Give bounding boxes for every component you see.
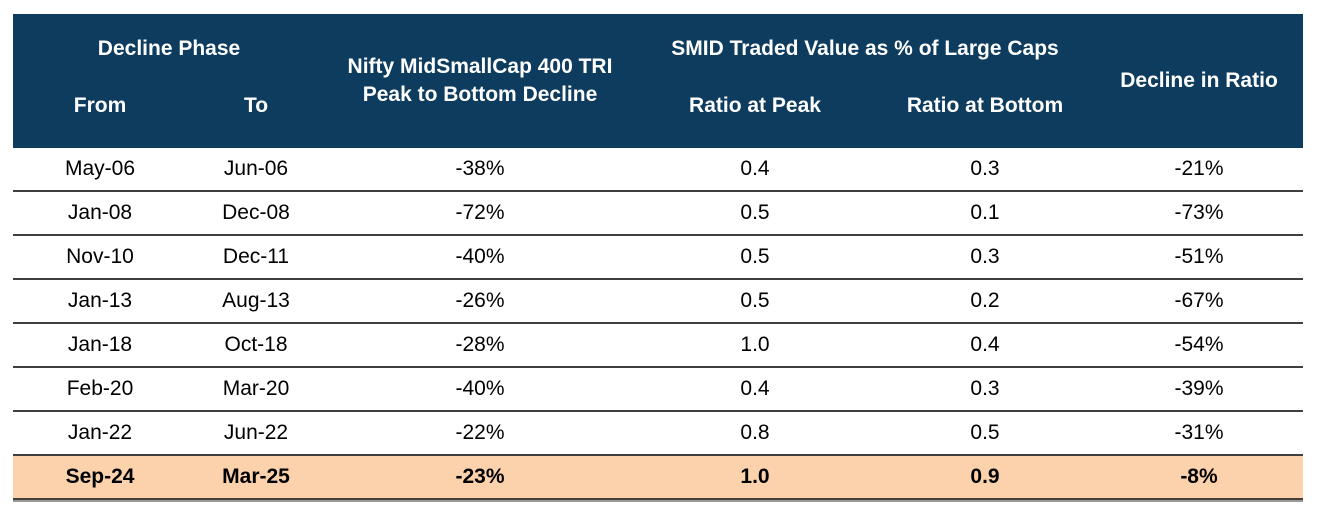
decline-phase-table: Decline Phase Nifty MidSmallCap 400 TRI …	[13, 14, 1303, 500]
cell-decline-in-ratio: -51%	[1095, 235, 1303, 280]
cell-ratio-bottom: 0.4	[875, 323, 1095, 368]
cell-decline-in-ratio: -73%	[1095, 191, 1303, 236]
cell-from: Jan-08	[13, 191, 187, 236]
cell-decline-in-ratio: -39%	[1095, 367, 1303, 412]
cell-ratio-peak: 0.4	[635, 148, 875, 192]
cell-ratio-peak: 0.4	[635, 367, 875, 412]
cell-decline: -23%	[325, 455, 635, 500]
cell-to: Mar-20	[187, 367, 325, 412]
cell-to: Dec-11	[187, 235, 325, 280]
cell-ratio-bottom: 0.2	[875, 279, 1095, 324]
header-sub-row: From To Ratio at Peak Ratio at Bottom	[13, 84, 1303, 148]
cell-decline-in-ratio: -21%	[1095, 148, 1303, 192]
header-smid-traded-value: SMID Traded Value as % of Large Caps	[635, 14, 1095, 84]
cell-decline-in-ratio: -31%	[1095, 411, 1303, 456]
header-from: From	[13, 84, 187, 148]
cell-ratio-bottom: 0.3	[875, 235, 1095, 280]
cell-decline: -26%	[325, 279, 635, 324]
cell-decline: -72%	[325, 191, 635, 236]
header-ratio-at-bottom: Ratio at Bottom	[875, 84, 1095, 148]
table-row: Nov-10 Dec-11 -40% 0.5 0.3 -51%	[13, 235, 1303, 280]
table-row: May-06 Jun-06 -38% 0.4 0.3 -21%	[13, 148, 1303, 192]
header-nifty-line1: Nifty MidSmallCap 400 TRI	[347, 54, 613, 78]
cell-from: Nov-10	[13, 235, 187, 280]
cell-from: Jan-22	[13, 411, 187, 456]
table-row: Jan-13 Aug-13 -26% 0.5 0.2 -67%	[13, 279, 1303, 324]
cell-decline: -28%	[325, 323, 635, 368]
decline-phase-table-container: Decline Phase Nifty MidSmallCap 400 TRI …	[13, 14, 1303, 502]
cell-to: Jun-22	[187, 411, 325, 456]
table-row: Jan-18 Oct-18 -28% 1.0 0.4 -54%	[13, 323, 1303, 368]
table-row-highlighted: Sep-24 Mar-25 -23% 1.0 0.9 -8%	[13, 455, 1303, 500]
cell-from: Feb-20	[13, 367, 187, 412]
header-nifty-midsmallcap-decline: Nifty MidSmallCap 400 TRI Peak to Bottom…	[325, 14, 635, 148]
header-decline-phase: Decline Phase	[13, 14, 325, 84]
cell-from: Sep-24	[13, 455, 187, 500]
cell-ratio-bottom: 0.3	[875, 148, 1095, 192]
cell-ratio-bottom: 0.5	[875, 411, 1095, 456]
cell-ratio-peak: 0.8	[635, 411, 875, 456]
cell-to: Jun-06	[187, 148, 325, 192]
table-body: May-06 Jun-06 -38% 0.4 0.3 -21% Jan-08 D…	[13, 148, 1303, 500]
header-ratio-at-peak: Ratio at Peak	[635, 84, 875, 148]
cell-decline: -38%	[325, 148, 635, 192]
cell-ratio-bottom: 0.9	[875, 455, 1095, 500]
cell-ratio-peak: 0.5	[635, 235, 875, 280]
cell-ratio-peak: 0.5	[635, 191, 875, 236]
cell-ratio-peak: 1.0	[635, 455, 875, 500]
table-header: Decline Phase Nifty MidSmallCap 400 TRI …	[13, 14, 1303, 148]
cell-to: Dec-08	[187, 191, 325, 236]
header-group-row: Decline Phase Nifty MidSmallCap 400 TRI …	[13, 14, 1303, 148]
cell-decline-in-ratio: -8%	[1095, 455, 1303, 500]
table-row: Feb-20 Mar-20 -40% 0.4 0.3 -39%	[13, 367, 1303, 412]
header-decline-in-ratio: Decline in Ratio	[1095, 14, 1303, 148]
cell-decline-in-ratio: -54%	[1095, 323, 1303, 368]
cell-decline-in-ratio: -67%	[1095, 279, 1303, 324]
table-row: Jan-08 Dec-08 -72% 0.5 0.1 -73%	[13, 191, 1303, 236]
header-nifty-line2: Peak to Bottom Decline	[362, 83, 598, 106]
cell-from: Jan-13	[13, 279, 187, 324]
cell-from: Jan-18	[13, 323, 187, 368]
cell-to: Mar-25	[187, 455, 325, 500]
cell-ratio-bottom: 0.3	[875, 367, 1095, 412]
table-row: Jan-22 Jun-22 -22% 0.8 0.5 -31%	[13, 411, 1303, 456]
cell-decline: -40%	[325, 367, 635, 412]
cell-to: Oct-18	[187, 323, 325, 368]
cell-ratio-peak: 0.5	[635, 279, 875, 324]
cell-ratio-bottom: 0.1	[875, 191, 1095, 236]
cell-to: Aug-13	[187, 279, 325, 324]
cell-decline: -40%	[325, 235, 635, 280]
cell-ratio-peak: 1.0	[635, 323, 875, 368]
cell-from: May-06	[13, 148, 187, 192]
cell-decline: -22%	[325, 411, 635, 456]
header-to: To	[187, 84, 325, 148]
